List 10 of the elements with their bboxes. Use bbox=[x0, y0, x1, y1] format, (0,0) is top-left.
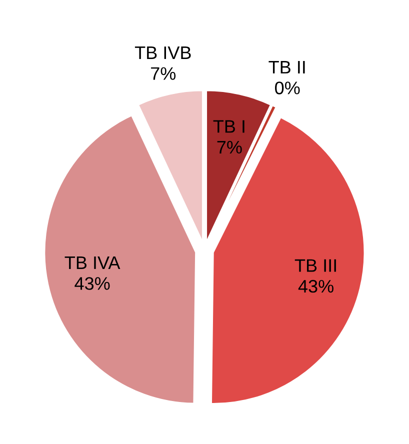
data-label: 0% bbox=[275, 82, 300, 94]
data-label: 43% bbox=[298, 280, 334, 293]
slice-label: TB III bbox=[294, 259, 336, 272]
slice-label: TB II bbox=[268, 61, 305, 74]
data-label: 43% bbox=[74, 277, 110, 290]
slice-label: TB IVA bbox=[64, 256, 120, 269]
slice-label: TB I bbox=[213, 120, 244, 133]
data-label: 7% bbox=[151, 67, 176, 80]
data-label: 7% bbox=[217, 140, 242, 154]
slice-label: TB IVB bbox=[134, 46, 191, 59]
